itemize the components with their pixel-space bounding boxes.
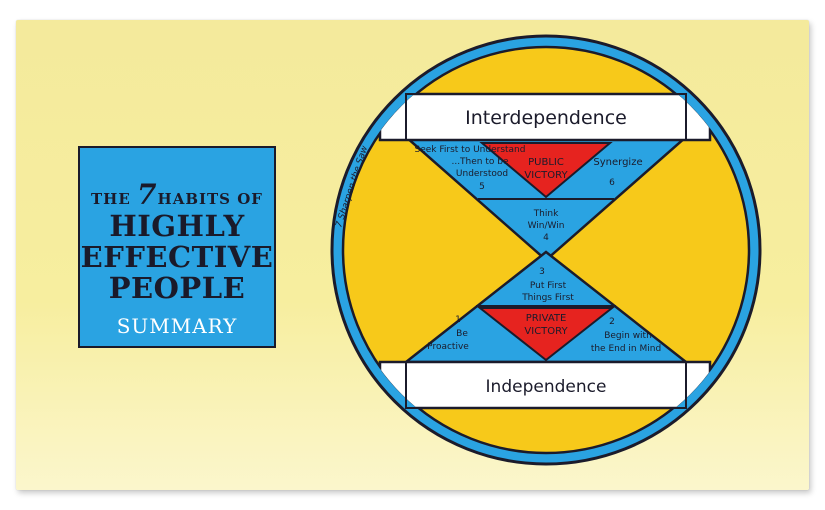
- habit-2-number: 2: [609, 317, 615, 327]
- top-banner-text: Interdependence: [465, 107, 627, 129]
- habit-5-text-1: Seek First to Understand: [415, 145, 526, 155]
- private-victory-label-2: VICTORY: [524, 326, 568, 337]
- habit-1-number: 1: [455, 315, 461, 325]
- book-subtitle-summary: SUMMARY: [116, 314, 238, 338]
- habit-4-text-2: Win/Win: [528, 221, 565, 231]
- book-cover: THE 7HABITS OF HIGHLY EFFECTIVE PEOPLE S…: [78, 146, 276, 348]
- public-victory-triangle: [479, 142, 613, 199]
- book-title-people: PEOPLE: [108, 271, 246, 305]
- bottom-banner-frame: [405, 361, 687, 409]
- public-victory-label-2: VICTORY: [524, 170, 568, 181]
- book-title-habits-of: HABITS OF: [157, 190, 263, 208]
- book-title-seven: 7: [137, 178, 158, 211]
- habit-1-text-1: Be: [456, 329, 468, 339]
- habit-1-text-2: Proactive: [427, 342, 469, 352]
- habit-5-text-3: Understood: [456, 169, 508, 179]
- bottom-banner-text: Independence: [486, 377, 607, 397]
- habit-5-number: 5: [479, 182, 485, 192]
- top-banner-frame: [405, 93, 687, 141]
- private-victory-label-1: PRIVATE: [526, 313, 567, 324]
- habit-3-text-1: Put First: [530, 281, 567, 291]
- habit-4-number: 4: [543, 233, 549, 243]
- habit-6-text: Synergize: [593, 157, 642, 168]
- habit-6-number: 6: [609, 178, 615, 188]
- habit-4-text-1: Think: [533, 209, 559, 219]
- habit-5-text-2: ...Then to be: [451, 157, 508, 167]
- public-victory-label-1: PUBLIC: [528, 157, 564, 168]
- book-title-effective: EFFECTIVE: [80, 240, 274, 274]
- private-victory-triangle: [477, 307, 615, 362]
- book-title-line1: THE 7HABITS OF: [80, 178, 274, 211]
- book-title-the: THE: [91, 190, 131, 208]
- habit-3-text-2: Things First: [521, 293, 574, 303]
- habit-2-text-2: the End in Mind: [591, 344, 661, 354]
- book-title-highly: HIGHLY: [109, 209, 245, 243]
- habit-2-text-1: Begin with: [604, 331, 652, 341]
- habit-3-number: 3: [539, 267, 545, 277]
